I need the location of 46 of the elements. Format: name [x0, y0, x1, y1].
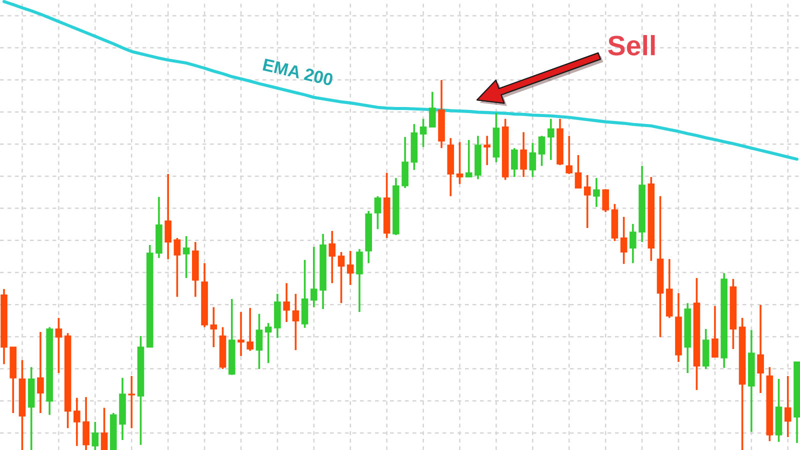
text: Sell — [608, 35, 655, 56]
candlestick — [74, 396, 80, 447]
candlestick — [584, 174, 591, 229]
candlestick — [593, 177, 600, 208]
candlestick — [292, 292, 300, 352]
candlestick — [37, 331, 44, 414]
candlestick — [484, 134, 490, 166]
candlestick — [529, 142, 536, 178]
candlestick — [310, 246, 318, 308]
candlestick — [238, 311, 244, 357]
candlestick — [256, 312, 263, 370]
candlestick — [429, 90, 436, 128]
candlestick — [182, 235, 190, 279]
candlestick — [100, 406, 108, 450]
candlestick — [456, 141, 464, 185]
candlestick — [210, 306, 218, 348]
candlestick — [620, 216, 628, 265]
candlestick — [264, 322, 272, 364]
candlestick — [757, 304, 764, 394]
candlestick — [356, 248, 363, 313]
candlestick — [92, 420, 99, 450]
candlestick — [338, 251, 345, 304]
candlestick — [784, 375, 792, 438]
candlestick — [538, 134, 546, 167]
candlestick — [164, 173, 172, 260]
candlestick — [128, 375, 136, 430]
candlestick — [630, 223, 636, 264]
candlestick — [712, 305, 718, 358]
candlestick — [346, 250, 354, 286]
candlestick — [520, 131, 527, 178]
candlestick — [547, 118, 554, 161]
candlestick — [328, 230, 336, 284]
candlestick — [465, 139, 472, 178]
candlestick — [283, 282, 290, 323]
candlestick — [55, 317, 62, 374]
candlestick — [566, 134, 573, 175]
candlestick — [246, 307, 254, 352]
candlestick — [174, 237, 181, 298]
text: EMA 200 — [262, 58, 334, 86]
candlestick — [402, 136, 408, 189]
candlestick — [574, 154, 582, 189]
candlestick — [82, 396, 90, 450]
candlestick — [602, 188, 609, 213]
candlestick — [374, 195, 382, 230]
candlestick — [420, 118, 427, 148]
candlestick — [511, 147, 518, 178]
